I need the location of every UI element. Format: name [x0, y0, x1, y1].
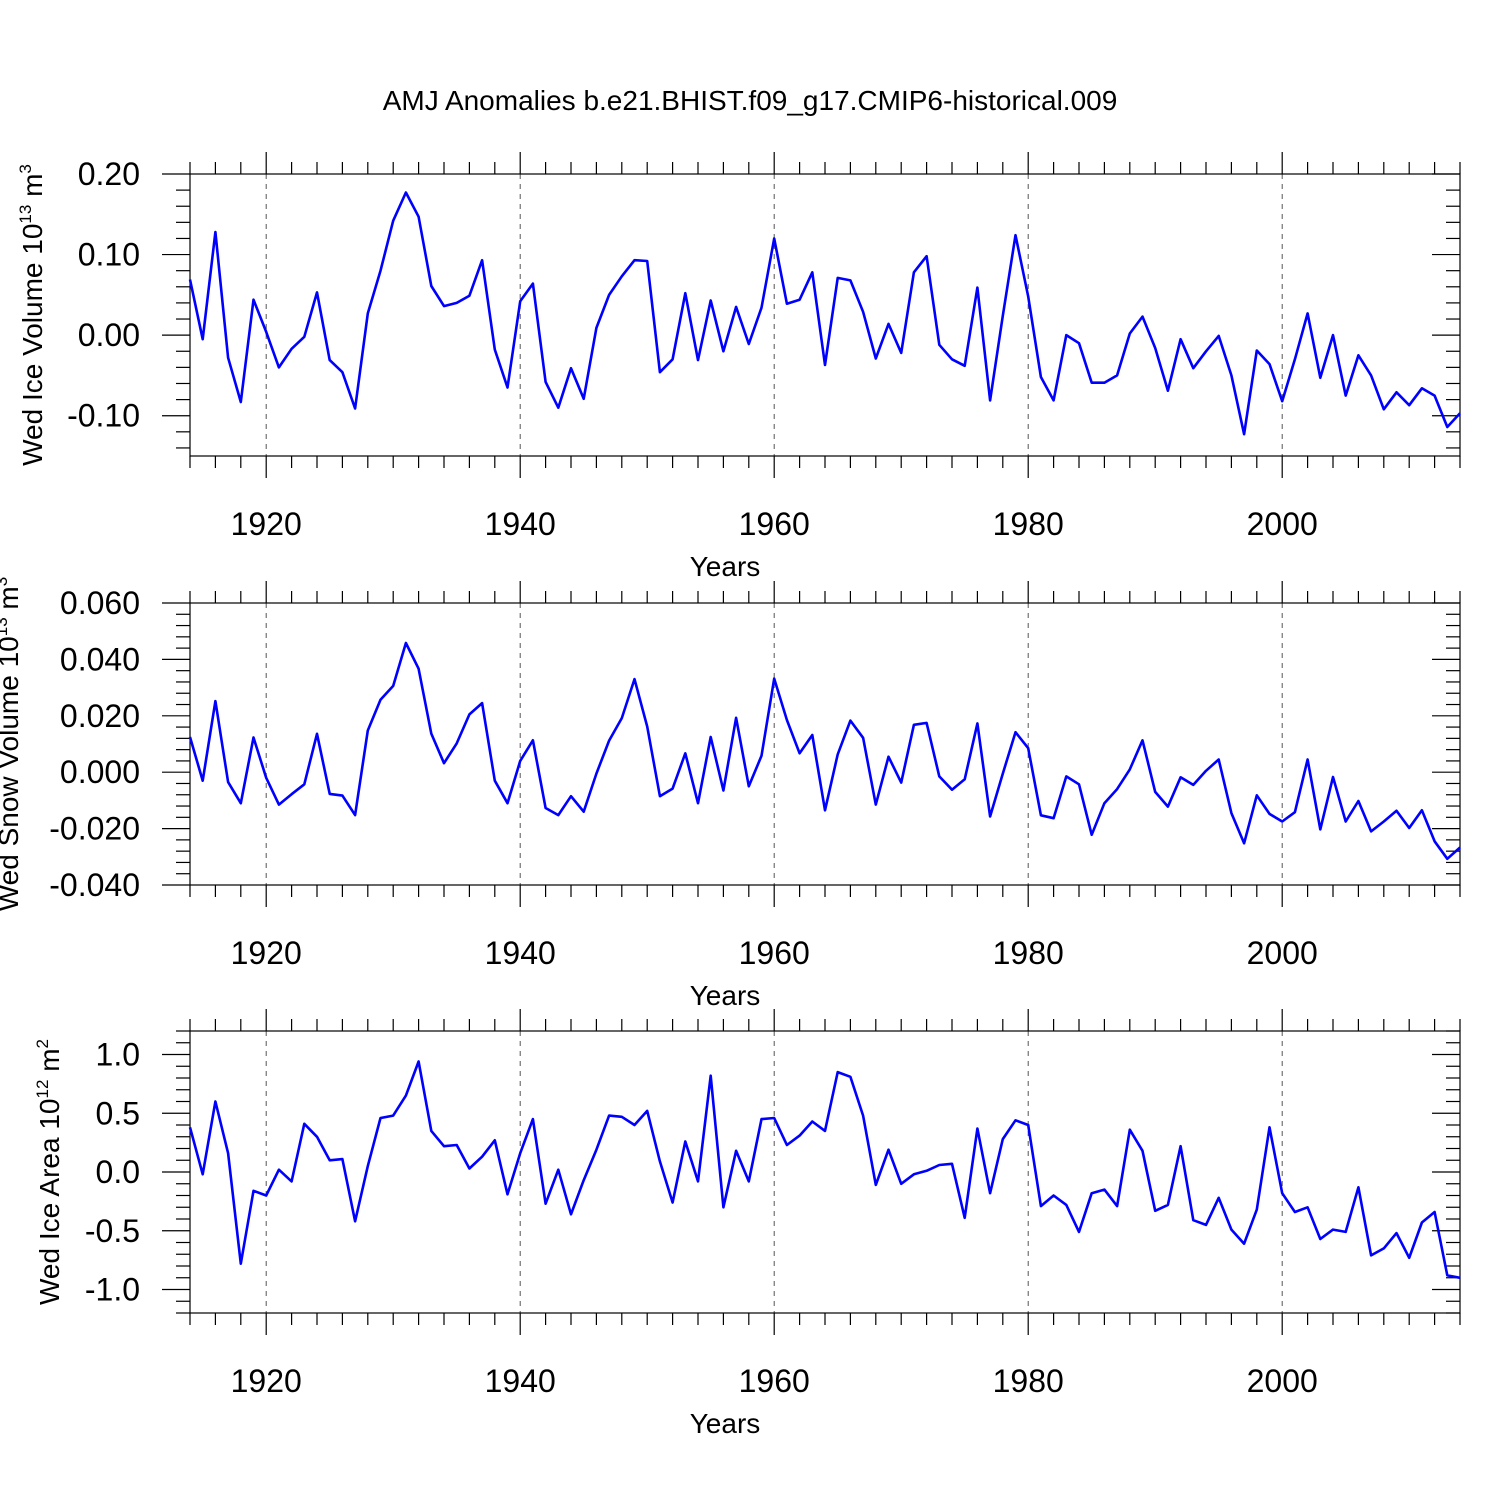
ice-area-xtick-label: 1980 — [993, 1363, 1064, 1399]
figure-title: AMJ Anomalies b.e21.BHIST.f09_g17.CMIP6-… — [383, 85, 1118, 116]
panel-ice-area: 1920 1940 1960 1980 2000 -1.0 -0.5 0.0 0.5 1.0 Yea… — [33, 1009, 1461, 1439]
ice-volume-xtick-label: 1960 — [739, 506, 810, 542]
ice-area-xtick-label: 1940 — [485, 1363, 556, 1399]
ice-area-xtick-label: 1960 — [739, 1363, 810, 1399]
ice-area-xtick-label: 2000 — [1247, 1363, 1318, 1399]
ice-volume-xtick-label: 1920 — [231, 506, 302, 542]
ice-area-ytick-label: 1.0 — [96, 1037, 140, 1073]
ice-volume-yaxis-title: Wed Ice Volume 1013 m3 — [16, 164, 48, 466]
snow-volume-ytick-label: -0.040 — [49, 867, 140, 903]
snow-volume-xtick-label: 2000 — [1247, 935, 1318, 971]
panel-ice-volume: 1920 1940 1960 1980 2000 -0.10 0.00 0.10 0.20 Yea… — [16, 152, 1461, 582]
snow-volume-xtick-label: 1940 — [485, 935, 556, 971]
snow-volume-ytick-label: 0.000 — [60, 754, 140, 790]
ice-volume-plot-frame — [189, 173, 1461, 457]
ice-area-ytick-label: 0.0 — [96, 1154, 140, 1190]
ice-area-series-line — [188, 1060, 1461, 1280]
ice-volume-xtick-label: 2000 — [1247, 506, 1318, 542]
ice-area-xaxis-title: Years — [690, 1408, 761, 1439]
snow-volume-series-line — [188, 641, 1461, 861]
ice-volume-ytick-label: 0.10 — [78, 237, 140, 273]
ice-volume-ytick-label: 0.00 — [78, 317, 140, 353]
ice-area-yaxis-title: Wed Ice Area 1012 m2 — [33, 1039, 65, 1305]
ice-volume-ytick-label: -0.10 — [67, 398, 140, 434]
ice-area-xtick-label: 1920 — [231, 1363, 302, 1399]
ice-area-ytick-label: -0.5 — [85, 1213, 140, 1249]
snow-volume-ytick-label: 0.060 — [60, 585, 140, 621]
snow-volume-yaxis-title: Wed Snow Volume 1013 m3 — [0, 577, 24, 911]
snow-volume-xaxis-title: Years — [690, 980, 761, 1011]
ice-area-plot-frame — [189, 1030, 1461, 1314]
snow-volume-xtick-label: 1980 — [993, 935, 1064, 971]
ice-area-ytick-label: -1.0 — [85, 1272, 140, 1308]
ice-volume-xaxis-title: Years — [690, 551, 761, 582]
snow-volume-ytick-label: -0.020 — [49, 811, 140, 847]
snow-volume-ytick-label: 0.040 — [60, 641, 140, 677]
ice-volume-xtick-label: 1940 — [485, 506, 556, 542]
snow-volume-ytick-label: 0.020 — [60, 698, 140, 734]
ice-volume-ytick-label: 0.20 — [78, 156, 140, 192]
snow-volume-xtick-label: 1920 — [231, 935, 302, 971]
panel-snow-volume: 1920 1940 1960 1980 2000 -0.040 -0.020 0.000 0.0… — [0, 577, 1461, 1011]
snow-volume-xtick-label: 1960 — [739, 935, 810, 971]
ice-volume-xtick-label: 1980 — [993, 506, 1064, 542]
ice-area-ytick-label: 0.5 — [96, 1095, 140, 1131]
ice-volume-series-line — [188, 191, 1461, 436]
snow-volume-plot-frame — [189, 602, 1461, 886]
